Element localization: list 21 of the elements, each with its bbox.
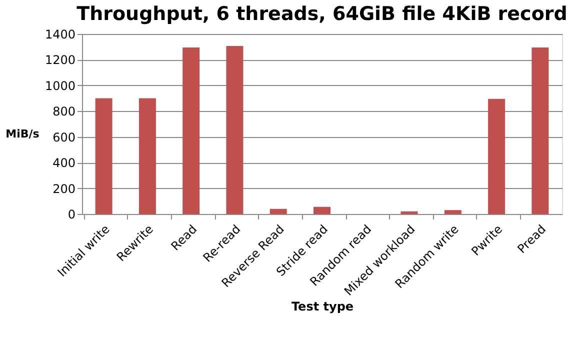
y-tick-label: 1400: [44, 28, 76, 42]
y-tick-label: 1000: [44, 78, 76, 93]
bar: [488, 98, 506, 214]
bar: [226, 46, 244, 214]
y-tick-label: 0: [68, 208, 76, 222]
chart-title: Throughput, 6 threads, 64GiB file 4KiB record: [76, 3, 568, 25]
bar: [138, 98, 156, 214]
bar: [95, 98, 112, 214]
bar: [532, 48, 549, 214]
bar: [400, 211, 418, 214]
bar: [314, 206, 330, 214]
y-tick-label: 400: [52, 156, 76, 170]
bar: [182, 48, 200, 214]
bar: [270, 208, 287, 214]
y-tick-label: 600: [52, 130, 76, 144]
y-tick-label: 800: [52, 104, 76, 119]
bar: [444, 210, 462, 214]
y-axis-title: MiB/s: [6, 128, 40, 140]
y-tick-label: 1200: [44, 53, 76, 68]
x-axis-title: Test type: [291, 300, 354, 314]
y-tick-label: 200: [52, 182, 76, 196]
